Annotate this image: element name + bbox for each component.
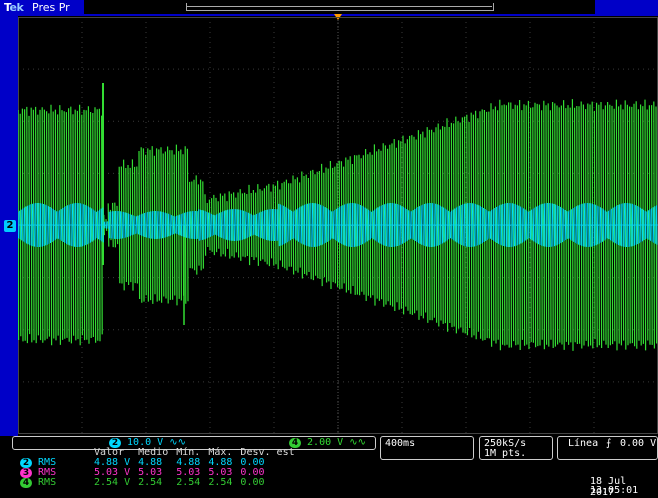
cell: 2.54 V	[94, 477, 131, 488]
ch4-scale-readout[interactable]: 4 2.00 V ∿∿	[289, 437, 366, 448]
cell: 5.03	[208, 467, 233, 478]
ch4-coupling-icon: ∿∿	[349, 437, 366, 448]
waveform-display	[18, 17, 658, 434]
trigger-source: Línea	[568, 438, 599, 449]
rising-edge-icon: ⨍	[606, 438, 612, 449]
ch2-scale: 10.0 V	[127, 437, 164, 448]
col-medio: Medio	[138, 447, 169, 458]
meas-type: RMS	[38, 477, 57, 488]
col-min: Mín.	[176, 447, 201, 458]
meas-type: RMS	[38, 467, 57, 478]
ch2-chip: 2	[109, 438, 121, 448]
cell: 2.54	[208, 477, 233, 488]
table-row[interactable]: 4 RMS 2.54 V 2.54 2.54 2.54 0.00	[12, 478, 303, 488]
ch2-waveform	[18, 202, 658, 248]
cell: 5.03 V	[94, 467, 131, 478]
col-desv: Desv. est	[240, 447, 295, 458]
cell: 2.54	[138, 477, 163, 488]
date-label: 18 Jul 2017	[590, 476, 627, 498]
record-view-line	[186, 6, 492, 7]
date-time: 18 Jul 2017 13:05:01	[590, 476, 656, 498]
table-row[interactable]: 2 RMS 4.88 V 4.88 4.88 4.88 0.00	[12, 458, 303, 468]
cell: 5.03	[176, 467, 201, 478]
ch4-chip: 4	[20, 478, 32, 488]
ch2-coupling-icon: ∿∿	[169, 437, 186, 448]
cell: 0.00	[240, 457, 265, 468]
cell: 0.00	[240, 467, 265, 478]
timebase-readout[interactable]: 400ms	[380, 436, 474, 460]
trigger-state-label: Pres Pr	[32, 1, 70, 14]
ch4-chip: 4	[289, 438, 301, 448]
channel-scale-bar[interactable]: 2 10.0 V ∿∿ 4 2.00 V ∿∿	[12, 436, 376, 450]
cell: 5.03	[138, 467, 163, 478]
col-valor: Valor	[94, 447, 125, 458]
acquisition-readout[interactable]: 250kS/s 1M pts.	[479, 436, 553, 460]
record-view-window[interactable]	[186, 3, 494, 11]
brand-logo: Tek	[4, 1, 24, 14]
col-max: Máx.	[208, 447, 233, 458]
cell: 4.88 V	[94, 457, 131, 468]
time-label: 13:05:01	[590, 485, 639, 496]
measurement-header-row: Valor Medio Mín. Máx. Desv. est	[12, 448, 303, 458]
trigger-level: 0.00 V	[620, 438, 657, 449]
ch3-chip: 3	[20, 468, 32, 478]
cell: 4.88	[176, 457, 201, 468]
sample-rate: 250kS/s	[484, 438, 527, 449]
ch2-scale-readout[interactable]: 2 10.0 V ∿∿	[109, 437, 186, 448]
cell: 4.88	[208, 457, 233, 468]
cell: 2.54	[176, 477, 201, 488]
table-row[interactable]: 3 RMS 5.03 V 5.03 5.03 5.03 0.00	[12, 468, 303, 478]
ch2-chip: 2	[20, 458, 32, 468]
ch2-ground-marker[interactable]: 2	[4, 220, 16, 232]
cell: 4.88	[138, 457, 163, 468]
record-length: 1M pts.	[484, 448, 527, 459]
readout-panel: 2 10.0 V ∿∿ 4 2.00 V ∿∿ Valor Medio Mín.…	[0, 436, 658, 498]
ch4-scale: 2.00 V	[307, 437, 344, 448]
trigger-readout[interactable]: Línea ⨍ 0.00 V	[557, 436, 658, 460]
top-status-bar: Tek Pres Pr	[0, 0, 658, 16]
cell: 0.00	[240, 477, 265, 488]
measurement-table[interactable]: Valor Medio Mín. Máx. Desv. est 2 RMS 4.…	[12, 448, 374, 496]
meas-type: RMS	[38, 457, 57, 468]
timebase-scale: 400ms	[385, 438, 416, 449]
